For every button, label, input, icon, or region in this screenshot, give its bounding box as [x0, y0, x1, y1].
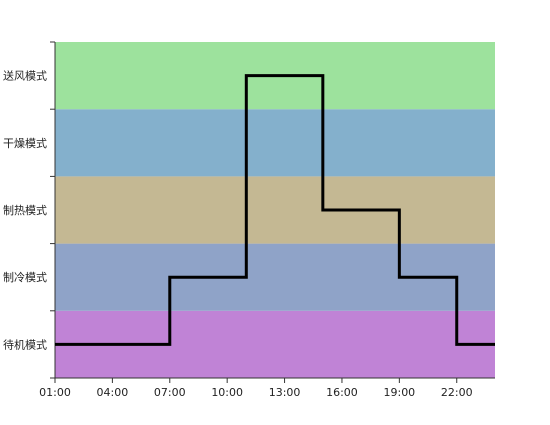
x-tick-label: 01:00	[39, 386, 71, 399]
x-tick-label: 22:00	[441, 386, 473, 399]
y-tick-label: 干燥模式	[3, 137, 47, 150]
mode-step-line	[55, 74, 495, 346]
mode-bands	[55, 42, 495, 378]
y-tick-label: 制热模式	[3, 204, 47, 217]
x-tick-label: 19:00	[383, 386, 415, 399]
mode-band	[55, 109, 495, 177]
y-tick-label: 待机模式	[3, 337, 47, 351]
axes: 待机模式 制冷模式 制热模式 干燥模式 送风模式 01:00 04:00 07:00 10:00…	[3, 41, 495, 399]
y-tick-label: 制冷模式	[3, 271, 47, 284]
x-tick-label: 10:00	[211, 386, 243, 399]
series-layer	[55, 74, 495, 346]
y-tick-label: 送风模式	[3, 69, 47, 83]
mode-band	[55, 176, 495, 244]
x-tick-label: 07:00	[154, 386, 186, 399]
x-tick-label: 04:00	[97, 386, 129, 399]
x-tick-label: 16:00	[326, 386, 358, 399]
x-tick-label: 13:00	[269, 386, 301, 399]
